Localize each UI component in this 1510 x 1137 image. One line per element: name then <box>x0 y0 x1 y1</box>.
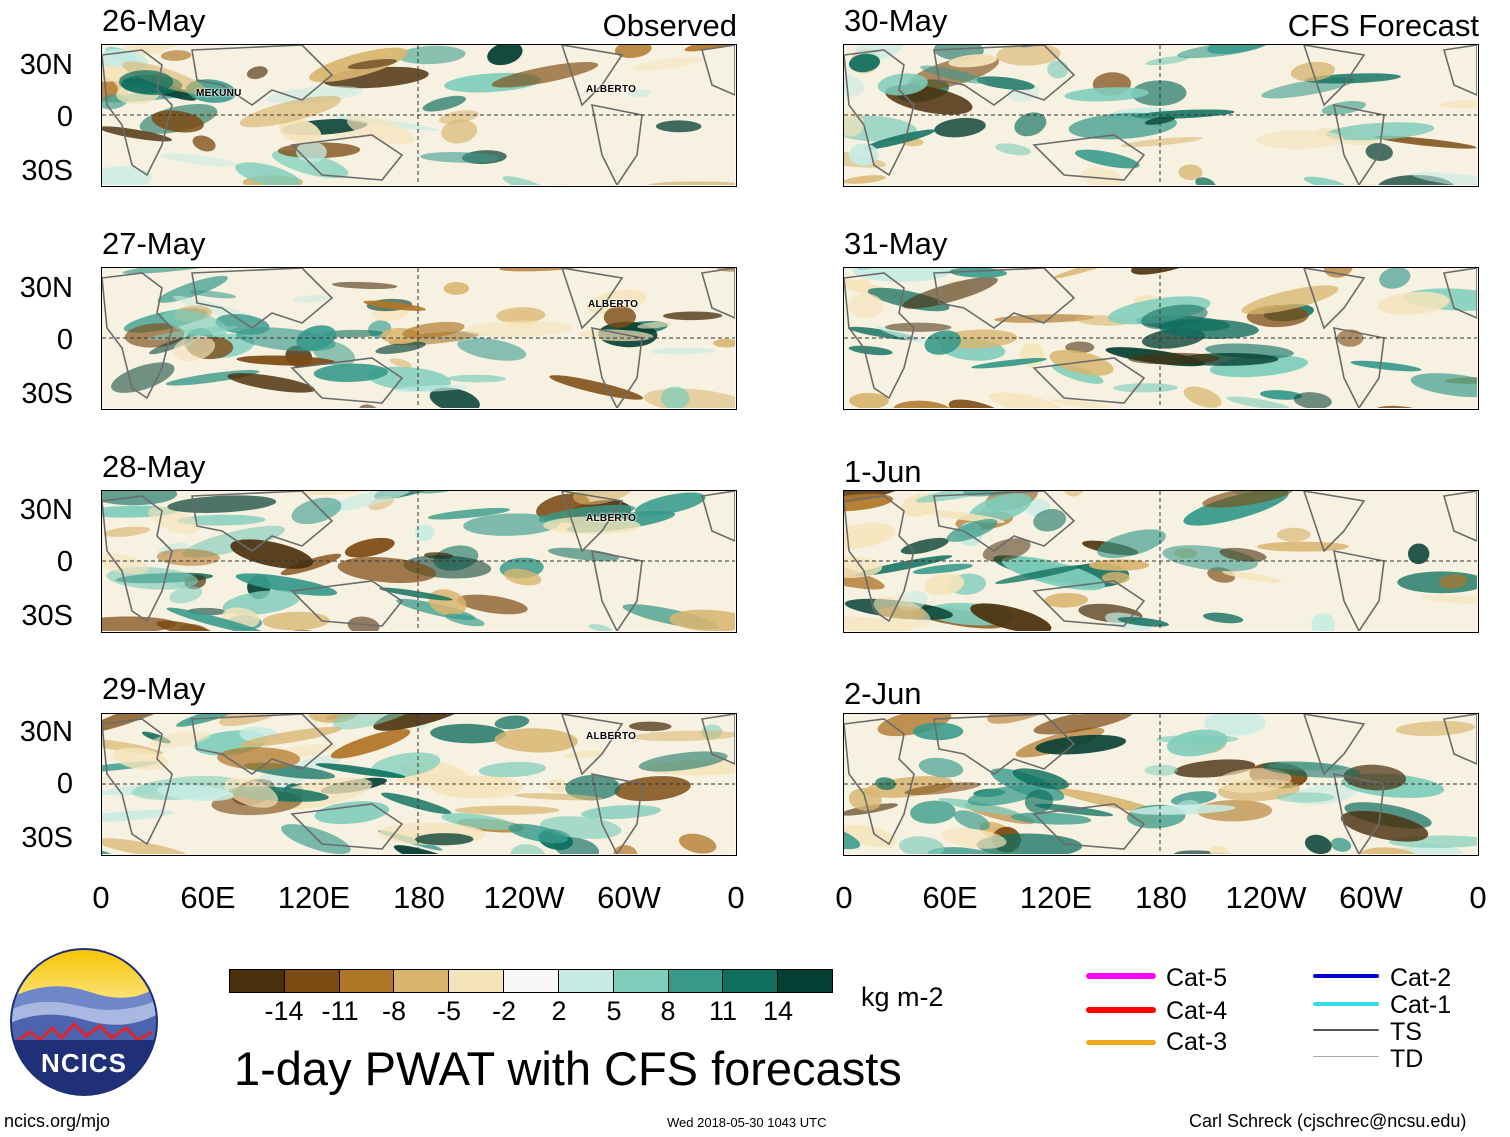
footer-timestamp: Wed 2018-05-30 1043 UTC <box>667 1115 827 1130</box>
legend-line-ts <box>1313 1029 1379 1031</box>
lon-label: 120W <box>1225 880 1307 915</box>
colorbar-swatch <box>394 970 450 992</box>
colorbar-swatch <box>504 970 559 992</box>
panel-date: 26-May <box>102 3 206 38</box>
lon-label: 180 <box>1135 880 1187 915</box>
lat-label: 30N <box>19 716 73 748</box>
colorbar-swatch <box>558 970 614 992</box>
panel-date: 27-May <box>102 226 206 261</box>
storm-label: ALBERTO <box>586 513 637 524</box>
panel-date: 31-May <box>844 226 948 261</box>
storm-label: ALBERTO <box>586 84 637 95</box>
legend-label: Cat-1 <box>1390 991 1452 1019</box>
lat-label: 0 <box>56 546 73 578</box>
lat-label: 30S <box>21 822 73 854</box>
legend-line-cat3 <box>1086 1040 1156 1045</box>
column-tag-observed: Observed <box>602 8 737 43</box>
legend-label: Cat-5 <box>1166 964 1228 992</box>
panel-date: 30-May <box>844 3 948 38</box>
pwat-map <box>101 490 737 633</box>
colorbar-tick: 5 <box>606 996 622 1026</box>
storm-label: ALBERTO <box>588 299 639 310</box>
pwat-map <box>843 267 1479 410</box>
lon-label: 180 <box>393 880 445 915</box>
legend-line-cat1 <box>1313 1002 1379 1006</box>
lon-label: 60E <box>922 880 978 915</box>
lat-label: 0 <box>56 768 73 800</box>
lon-label: 60W <box>1339 880 1403 915</box>
lon-label: 120W <box>483 880 565 915</box>
lon-label: 120E <box>277 880 351 915</box>
panel-date: 1-Jun <box>844 454 922 489</box>
colorbar-tick: 2 <box>551 996 567 1026</box>
ncics-logo: NCICS <box>10 948 158 1096</box>
legend-label: Cat-3 <box>1166 1028 1228 1056</box>
footer-credit: Carl Schreck (cjschrec@ncsu.edu) <box>1189 1111 1467 1131</box>
lat-label: 30S <box>21 600 73 632</box>
colorbar-tick: -8 <box>381 996 406 1026</box>
lat-label: 30S <box>21 155 73 187</box>
column-tag-forecast: CFS Forecast <box>1287 8 1479 43</box>
colorbar-swatch <box>449 970 505 992</box>
legend-line-td <box>1313 1056 1379 1057</box>
pwat-map <box>843 44 1479 187</box>
colorbar-swatch <box>723 970 779 992</box>
colorbar-tick: -5 <box>436 996 461 1026</box>
figure-title: 1-day PWAT with CFS forecasts <box>234 1042 902 1095</box>
colorbar-swatch <box>668 970 724 992</box>
lat-label: 0 <box>56 101 73 133</box>
pwat-map <box>101 44 737 187</box>
colorbar-tick: 8 <box>660 996 676 1026</box>
footer-url: ncics.org/mjo <box>4 1111 111 1131</box>
colorbar <box>229 969 833 993</box>
pwat-map <box>843 713 1479 856</box>
legend-label: TS <box>1390 1018 1422 1046</box>
panel-date: 2-Jun <box>844 676 922 711</box>
legend-label: Cat-4 <box>1166 997 1228 1025</box>
pwat-map <box>101 713 737 856</box>
panel-date: 28-May <box>102 449 206 484</box>
lat-label: 30N <box>19 494 73 526</box>
lon-label: 120E <box>1019 880 1093 915</box>
colorbar-swatch <box>284 970 340 992</box>
colorbar-tick: 14 <box>762 996 794 1026</box>
lat-label: 0 <box>56 324 73 356</box>
colorbar-swatch <box>230 970 285 992</box>
legend-label: TD <box>1390 1045 1424 1073</box>
pwat-map <box>843 490 1479 633</box>
legend-label: Cat-2 <box>1390 964 1452 992</box>
storm-label: ALBERTO <box>586 731 637 742</box>
colorbar-swatch <box>778 970 832 992</box>
lat-label: 30N <box>19 272 73 304</box>
colorbar-tick: 11 <box>708 996 738 1026</box>
legend-line-cat4 <box>1086 1007 1156 1013</box>
logo-text: NCICS <box>41 1048 127 1078</box>
lon-label: 0 <box>92 880 110 915</box>
legend-line-cat2 <box>1313 974 1379 978</box>
lat-label: 30S <box>21 378 73 410</box>
colorbar-tick: -2 <box>491 996 516 1026</box>
pwat-map <box>101 267 737 410</box>
lon-label: 0 <box>727 880 745 915</box>
colorbar-tick: -14 <box>264 996 304 1026</box>
storm-label: MEKUNU <box>196 88 242 99</box>
lat-label: 30N <box>19 49 73 81</box>
colorbar-tick: -11 <box>321 996 359 1026</box>
lon-label: 60E <box>180 880 236 915</box>
legend-line-cat5 <box>1086 973 1156 979</box>
colorbar-swatch <box>613 970 669 992</box>
colorbar-swatch <box>339 970 395 992</box>
panel-date: 29-May <box>102 671 206 706</box>
colorbar-units: kg m-2 <box>861 982 944 1012</box>
lon-label: 60W <box>597 880 661 915</box>
lon-label: 0 <box>1469 880 1487 915</box>
lon-label: 0 <box>835 880 853 915</box>
